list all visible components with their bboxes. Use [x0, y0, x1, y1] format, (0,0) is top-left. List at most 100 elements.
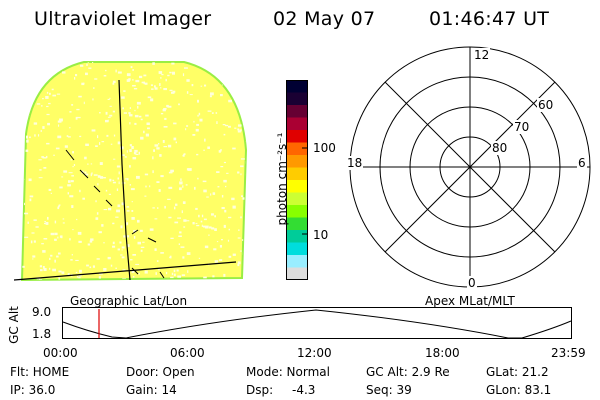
uv-speckle: [132, 157, 137, 160]
uv-speckle: [168, 56, 169, 57]
uv-speckle: [130, 188, 135, 191]
uv-speckle: [227, 239, 230, 242]
uv-speckle: [72, 151, 74, 154]
uv-speckle: [182, 154, 185, 157]
uv-speckle: [122, 269, 126, 271]
uv-speckle: [69, 111, 72, 113]
uv-speckle: [150, 98, 154, 102]
uv-speckle: [40, 269, 43, 272]
uv-speckle: [106, 134, 109, 137]
uv-speckle: [95, 200, 97, 203]
uv-speckle: [129, 184, 131, 186]
uv-speckle: [172, 90, 176, 93]
uv-speckle: [19, 93, 21, 96]
uv-speckle: [186, 125, 189, 127]
uv-speckle: [92, 62, 94, 63]
uv-speckle: [116, 188, 119, 191]
uv-speckle: [216, 171, 220, 173]
coastline-dash-1: [65, 149, 113, 207]
door-status: Door: Open: [126, 365, 195, 379]
uv-speckle: [195, 222, 198, 224]
horizon-line: [14, 261, 237, 281]
uv-speckle: [112, 181, 116, 184]
colorbar-swatch: [286, 167, 308, 181]
uv-speckle: [161, 74, 164, 76]
uv-speckle: [84, 286, 85, 287]
uv-speckle: [17, 61, 19, 64]
uv-speckle: [158, 268, 160, 271]
uv-speckle: [237, 171, 240, 174]
uv-speckle: [98, 273, 103, 275]
uv-speckle: [174, 221, 179, 224]
uv-speckle: [16, 184, 18, 187]
uv-speckle: [222, 124, 226, 126]
uv-speckle: [49, 92, 51, 95]
uv-speckle: [23, 98, 27, 100]
uv-speckle: [234, 127, 237, 129]
uv-speckle: [160, 175, 164, 178]
uv-speckle: [127, 235, 130, 238]
uv-speckle: [203, 225, 206, 228]
uv-speckle: [152, 281, 154, 283]
uv-speckle: [179, 187, 182, 191]
uv-speckle: [220, 94, 223, 97]
uv-speckle: [16, 193, 19, 194]
uv-speckle: [121, 154, 125, 156]
uv-speckle: [72, 229, 74, 231]
uv-speckle: [201, 58, 204, 60]
uv-speckle: [126, 79, 130, 82]
uv-speckle: [96, 58, 98, 61]
uv-speckle: [214, 260, 219, 263]
uv-speckle: [103, 75, 107, 77]
uv-speckle: [72, 166, 74, 168]
uv-speckle: [232, 147, 236, 150]
gain-status: Gain: 14: [126, 383, 177, 397]
glat-status: GLat: 21.2: [486, 365, 549, 379]
uv-speckle: [182, 185, 184, 188]
colorbar-swatch: [286, 92, 308, 106]
uv-speckle: [201, 60, 203, 62]
uv-speckle: [124, 156, 127, 158]
uv-speckle: [78, 240, 82, 243]
uv-speckle: [42, 126, 45, 129]
uv-speckle: [97, 135, 99, 139]
uv-speckle: [217, 186, 220, 188]
uv-speckle: [132, 254, 136, 256]
uv-speckle: [68, 180, 71, 183]
uv-speckle: [25, 149, 29, 152]
uv-speckle: [62, 218, 65, 220]
uv-speckle: [154, 218, 158, 220]
uv-speckle: [133, 152, 137, 155]
uv-speckle: [55, 147, 60, 150]
uv-speckle: [137, 241, 141, 245]
uv-speckle: [35, 226, 39, 228]
uv-speckle: [145, 185, 147, 188]
uv-speckle: [107, 98, 110, 100]
uv-speckle: [219, 259, 223, 261]
meridian-line: [118, 79, 131, 281]
uv-speckle: [113, 158, 116, 160]
uv-speckle: [130, 66, 133, 69]
uv-speckle: [170, 237, 174, 239]
uv-speckle: [46, 57, 49, 60]
uv-speckle: [20, 247, 22, 250]
uv-speckle: [90, 238, 94, 241]
uv-speckle: [175, 141, 177, 144]
uv-speckle: [26, 55, 27, 56]
uv-speckle: [215, 112, 218, 114]
altitude-plot: [62, 307, 572, 339]
uv-speckle: [173, 122, 177, 125]
uv-speckle: [110, 264, 113, 267]
uv-speckle: [214, 215, 216, 218]
uv-speckle: [244, 95, 246, 97]
uv-speckle: [84, 171, 87, 174]
uv-speckle: [156, 260, 159, 262]
uv-speckle: [134, 149, 138, 153]
uv-speckle: [19, 126, 22, 127]
uv-speckle: [201, 214, 204, 218]
uv-speckle: [45, 222, 49, 225]
uv-speckle: [147, 127, 150, 130]
uv-speckle: [14, 167, 16, 168]
uv-speckle: [105, 111, 108, 115]
uv-speckle: [128, 56, 130, 59]
